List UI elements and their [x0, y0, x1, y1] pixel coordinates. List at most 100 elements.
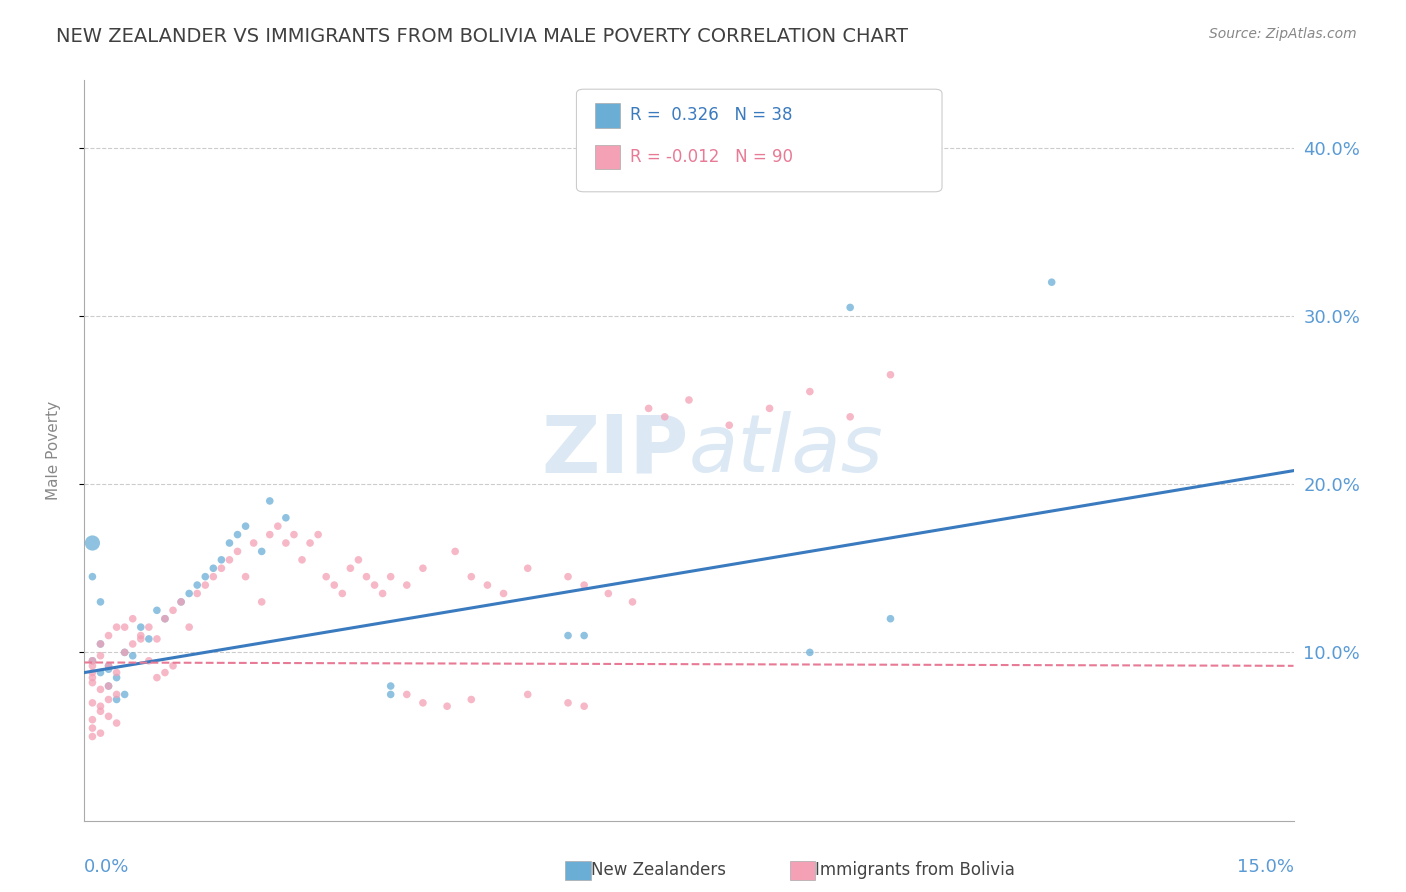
- Point: [363, 578, 385, 592]
- Y-axis label: Male Poverty: Male Poverty: [46, 401, 60, 500]
- Point: [274, 510, 297, 524]
- Text: 0.0%: 0.0%: [84, 858, 129, 876]
- Point: [89, 637, 111, 651]
- Point: [356, 569, 378, 583]
- Point: [89, 648, 111, 663]
- Point: [129, 620, 152, 634]
- Point: [170, 595, 193, 609]
- Point: [307, 527, 329, 541]
- Point: [105, 665, 128, 680]
- Point: [97, 679, 120, 693]
- Point: [516, 688, 538, 702]
- Point: [97, 709, 120, 723]
- Point: [323, 578, 346, 592]
- Point: [879, 612, 901, 626]
- Point: [146, 603, 169, 617]
- Point: [146, 632, 169, 646]
- Point: [235, 569, 257, 583]
- Point: [460, 569, 482, 583]
- Text: New Zealanders: New Zealanders: [591, 861, 725, 879]
- Point: [179, 586, 201, 600]
- Point: [114, 645, 136, 659]
- Point: [460, 692, 482, 706]
- Point: [637, 401, 659, 416]
- Point: [202, 569, 225, 583]
- Point: [395, 688, 418, 702]
- Point: [89, 595, 111, 609]
- Point: [82, 665, 104, 680]
- Point: [557, 696, 579, 710]
- Point: [82, 536, 104, 550]
- Point: [395, 578, 418, 592]
- Point: [129, 632, 152, 646]
- Point: [153, 665, 176, 680]
- Point: [347, 553, 370, 567]
- Point: [242, 536, 264, 550]
- Point: [179, 620, 201, 634]
- Point: [105, 692, 128, 706]
- Point: [121, 612, 143, 626]
- Point: [121, 648, 143, 663]
- Point: [186, 586, 208, 600]
- Point: [89, 682, 111, 697]
- Text: R = -0.012   N = 90: R = -0.012 N = 90: [630, 148, 793, 166]
- Text: Source: ZipAtlas.com: Source: ZipAtlas.com: [1209, 27, 1357, 41]
- Point: [82, 671, 104, 685]
- Point: [138, 620, 160, 634]
- Point: [718, 418, 741, 433]
- Point: [89, 665, 111, 680]
- Text: Immigrants from Bolivia: Immigrants from Bolivia: [815, 861, 1015, 879]
- Point: [82, 654, 104, 668]
- Point: [330, 586, 353, 600]
- Point: [259, 494, 281, 508]
- Point: [162, 658, 184, 673]
- Point: [89, 726, 111, 740]
- Point: [146, 671, 169, 685]
- Point: [436, 699, 458, 714]
- Point: [114, 688, 136, 702]
- Point: [97, 658, 120, 673]
- Point: [82, 721, 104, 735]
- Point: [267, 519, 290, 533]
- Text: atlas: atlas: [689, 411, 884, 490]
- Point: [380, 679, 402, 693]
- Point: [105, 620, 128, 634]
- Point: [799, 384, 821, 399]
- Point: [89, 704, 111, 718]
- Text: ZIP: ZIP: [541, 411, 689, 490]
- Point: [572, 699, 595, 714]
- Point: [82, 654, 104, 668]
- Point: [114, 620, 136, 634]
- Point: [82, 696, 104, 710]
- Point: [114, 645, 136, 659]
- Point: [799, 645, 821, 659]
- Point: [138, 654, 160, 668]
- Point: [97, 628, 120, 642]
- Point: [492, 586, 515, 600]
- Point: [129, 628, 152, 642]
- Point: [235, 519, 257, 533]
- Point: [250, 544, 273, 558]
- Point: [209, 561, 232, 575]
- Point: [678, 392, 700, 407]
- Point: [299, 536, 322, 550]
- Point: [105, 671, 128, 685]
- Point: [371, 586, 394, 600]
- Point: [572, 578, 595, 592]
- Point: [572, 628, 595, 642]
- Point: [89, 637, 111, 651]
- Point: [259, 527, 281, 541]
- Point: [194, 569, 217, 583]
- Point: [339, 561, 361, 575]
- Point: [97, 662, 120, 676]
- Point: [82, 675, 104, 690]
- Point: [82, 730, 104, 744]
- Point: [758, 401, 780, 416]
- Point: [162, 603, 184, 617]
- Text: 15.0%: 15.0%: [1236, 858, 1294, 876]
- Point: [315, 569, 337, 583]
- Point: [97, 658, 120, 673]
- Point: [82, 713, 104, 727]
- Point: [621, 595, 644, 609]
- Point: [82, 658, 104, 673]
